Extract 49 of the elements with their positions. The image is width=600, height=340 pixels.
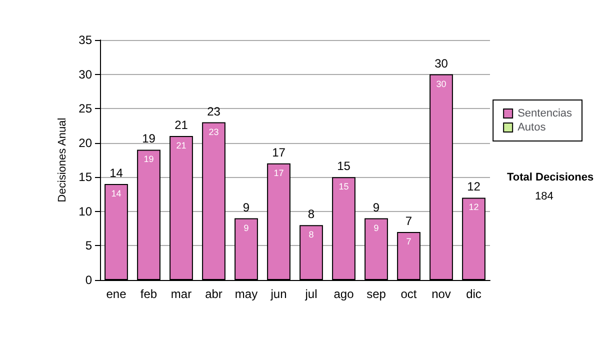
data-label: 9 (244, 222, 249, 233)
total-label: 12 (467, 180, 481, 194)
y-tick-label: 30 (78, 67, 92, 82)
text: 184 (535, 190, 554, 202)
data-label: 9 (374, 222, 379, 233)
x-tick-label: abr (205, 287, 222, 301)
x-tick-label: oct (400, 287, 418, 301)
total-label: 14 (110, 166, 124, 180)
x-tick-label: sep (366, 287, 386, 301)
total-label: 9 (242, 200, 250, 214)
y-tick-label: 5 (85, 238, 92, 253)
x-tick-label: nov (432, 287, 451, 301)
x-tick-label: jun (270, 287, 287, 301)
total-label: 23 (207, 104, 221, 118)
data-label: 23 (208, 126, 219, 137)
x-tick-label: mar (170, 287, 192, 301)
legend-label: Autos (518, 122, 546, 134)
total-label: 21 (174, 118, 188, 132)
total-label: 15 (337, 159, 351, 174)
total-label: 9 (372, 200, 380, 214)
data-label: 19 (144, 154, 154, 164)
y-tick-label: 35 (78, 33, 92, 47)
data-label: 7 (406, 236, 412, 246)
data-label: 30 (436, 78, 446, 89)
x-tick-label: ene (106, 287, 127, 301)
y-tick-label: 20 (78, 136, 92, 150)
legend-label: Sentencias (518, 108, 572, 120)
x-tick-label: jul (304, 287, 318, 301)
y-tick-label: 10 (78, 204, 92, 218)
total-label: 30 (434, 56, 448, 70)
data-label: 12 (468, 202, 479, 212)
x-tick-label: feb (140, 287, 158, 301)
total-label: 19 (142, 132, 156, 146)
y-tick-label: 0 (85, 273, 92, 287)
data-label: 17 (274, 168, 284, 178)
data-label: 21 (176, 140, 186, 150)
x-tick-label: may (234, 287, 258, 301)
data-label: 15 (338, 182, 349, 192)
total-label: 17 (272, 145, 286, 160)
x-tick-label: dic (466, 287, 482, 301)
x-tick-label: ago (334, 287, 354, 301)
y-tick-label: 25 (78, 102, 92, 116)
total-label: 8 (308, 207, 315, 222)
y-tick-label: 15 (78, 170, 92, 184)
total-label: 7 (405, 214, 412, 228)
data-label: 8 (308, 230, 314, 240)
y-axis-title: Decisiones Anual (56, 118, 68, 202)
data-label: 14 (111, 188, 122, 198)
text: Total Decisiones (507, 172, 594, 184)
